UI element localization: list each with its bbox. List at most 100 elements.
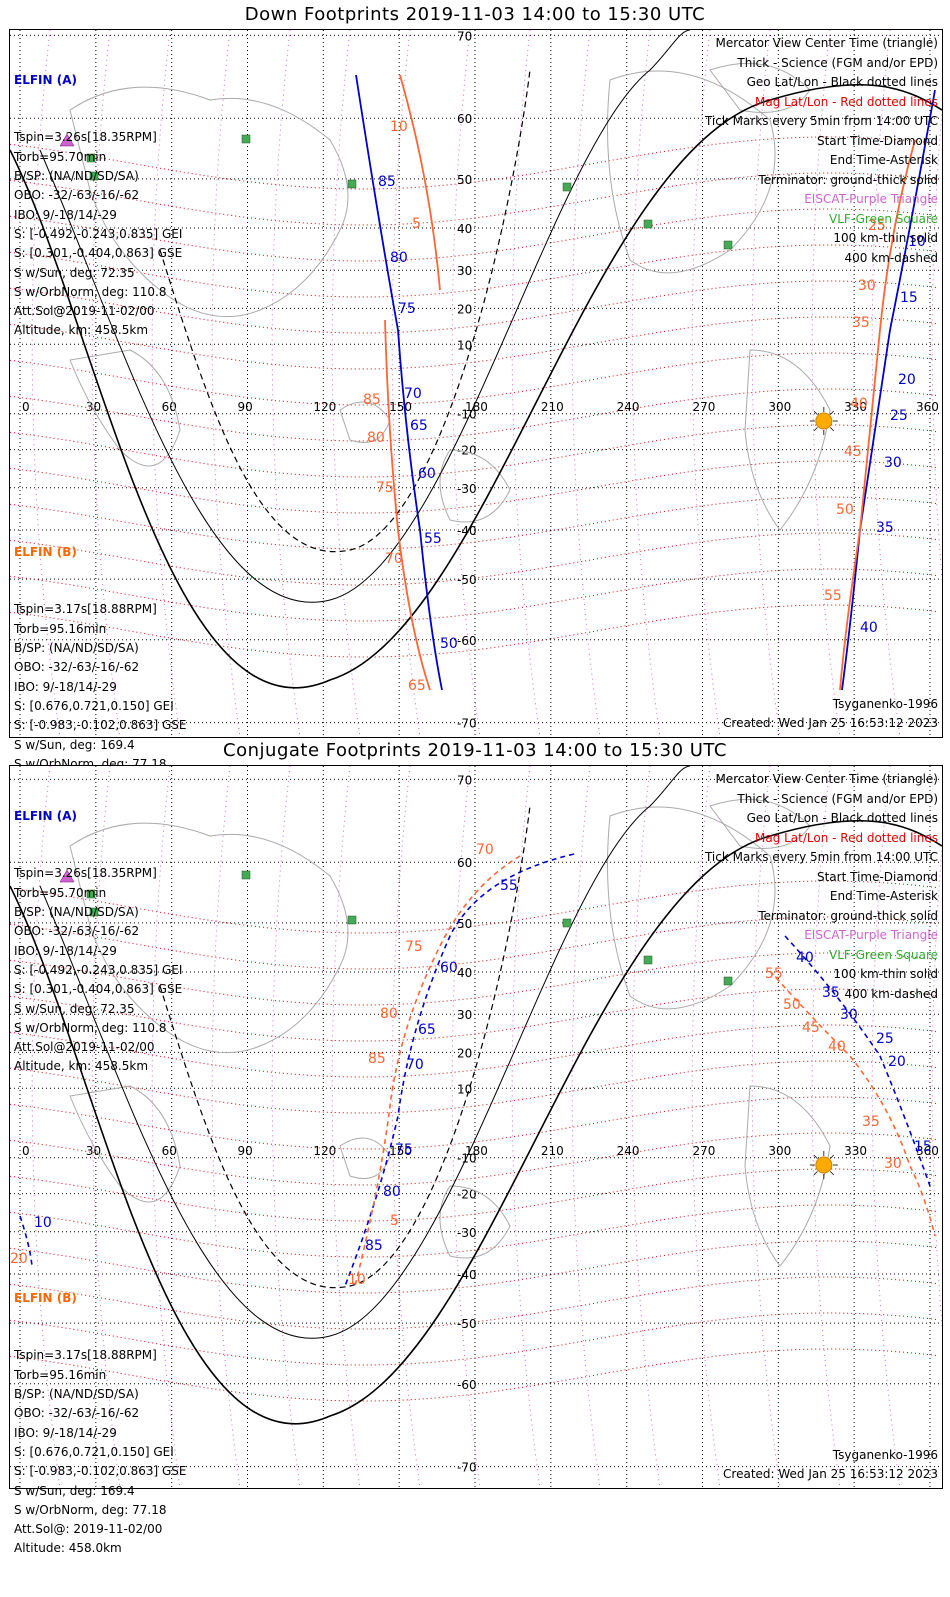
coastline-outline <box>744 349 831 531</box>
latitude-tick-label: 60 <box>457 112 472 126</box>
vlf-station-square <box>86 889 96 899</box>
vlf-station-square <box>643 955 653 965</box>
mag-meridian <box>391 766 421 1488</box>
track-time-label: 40 <box>860 620 878 636</box>
elfin-a-param-line: IBO: 9/-18/14/-29 <box>14 943 117 958</box>
track-time-label: 80 <box>390 250 408 266</box>
latitude-tick-label: 40 <box>457 966 472 980</box>
mag-meridian <box>691 766 721 1488</box>
coastline-outline <box>69 349 181 467</box>
elfin-a-param-line: S w/OrbNorm, deg: 110.8 <box>14 1020 167 1035</box>
mag-parallel <box>10 208 939 262</box>
latitude-tick-label: 20 <box>457 1046 472 1060</box>
track-time-label: 40 <box>828 1039 846 1055</box>
track-time-label: 85 <box>365 1238 383 1254</box>
legend-item: 400 km-dashed <box>844 250 938 265</box>
track-time-label: 55 <box>500 878 518 894</box>
legend-item: Start Time-Diamond <box>816 869 938 884</box>
legend-item: VLF-Green Square <box>829 211 938 226</box>
created-timestamp: Created: Wed Jan 25 16:53:12 2023 <box>723 1467 938 1481</box>
latitude-tick-label: 40 <box>457 222 472 236</box>
longitude-tick-label: 180 <box>465 400 488 414</box>
latitude-tick-label: 30 <box>457 1008 472 1022</box>
elfin-b-param-line: OBO: -32/-63/-16/-62 <box>14 1406 140 1421</box>
coastline-outline <box>339 1137 391 1179</box>
longitude-tick-label: 330 <box>844 400 867 414</box>
longitude-tick-label: 120 <box>313 1144 336 1158</box>
mag-meridian <box>91 766 121 1488</box>
coastline-outline <box>69 86 349 318</box>
eiscat-triangle <box>59 133 75 147</box>
terminator-100km <box>39 30 691 603</box>
latitude-tick-label: -10 <box>457 408 477 422</box>
panel-title-conjugate: Conjugate Footprints 2019-11-03 14:00 to… <box>223 740 727 761</box>
vlf-station-square <box>347 179 357 189</box>
mag-parallel <box>10 1312 939 1366</box>
eiscat-triangle <box>59 869 75 883</box>
elfin-b-param-line: Torb=95.16min <box>14 621 107 636</box>
coastline-outline <box>744 1085 831 1267</box>
mag-meridian <box>751 766 781 1488</box>
latitude-tick-label: 50 <box>457 173 472 187</box>
elfin-b-param-line: S: [0.676,0.721,0.150] GEI <box>14 698 174 713</box>
mag-parallel <box>10 1168 939 1222</box>
elfin-a-param-line: Att.Sol@2019-11-02/00 <box>14 1040 155 1055</box>
elfin-a-track-west: 85 80 75 70 65 60 55 50 <box>355 74 458 691</box>
elfin-a-label: ELFIN (A) <box>14 808 77 823</box>
track-time-label: 70 <box>476 842 494 858</box>
track-time-label: 55 <box>765 966 783 982</box>
track-time-label: 10 <box>348 1272 366 1288</box>
elfin-a-param-line: Altitude, km: 458.5km <box>14 323 149 338</box>
latitude-tick-label: -40 <box>457 524 477 538</box>
longitude-tick-label: 270 <box>693 400 716 414</box>
mag-parallel <box>10 244 939 298</box>
track-time-label: 15 <box>914 1139 932 1155</box>
longitude-tick-label: 300 <box>768 1144 791 1158</box>
coastline-outline <box>607 70 776 274</box>
mag-parallel <box>10 388 939 442</box>
legend-item: End Time-Asterisk <box>829 153 938 167</box>
terminator-400km <box>159 805 531 1289</box>
elfin-a-param-line: IBO: 9/-18/14/-29 <box>14 207 117 222</box>
mag-meridian <box>91 30 121 737</box>
terminator-400km <box>159 69 531 553</box>
legend-item: 100 km-thin solid <box>833 967 938 981</box>
elfin-b-param-line: S: [-0.983,-0.102,0.863] GSE <box>14 718 187 733</box>
sun-icon <box>809 1151 838 1179</box>
mag-parallel <box>10 532 939 586</box>
elfin-b-param-line: OBO: -32/-63/-16/-62 <box>14 660 140 675</box>
longitude-tick-label: 60 <box>162 1144 177 1158</box>
track-time-label: 35 <box>852 315 870 331</box>
mag-meridian <box>331 30 361 737</box>
elfin-a-param-line: B/SP: (NA/ND/SD/SA) <box>14 905 139 920</box>
elfin-b-param-line: Altitude: 458.0km <box>14 1541 122 1556</box>
elfin-a-param-line: Att.Sol@2019-11-02/00 <box>14 304 155 319</box>
mag-parallel <box>10 424 939 478</box>
vlf-station-square <box>241 870 251 880</box>
elfin-a-param-line: Altitude, km: 458.5km <box>14 1059 149 1074</box>
elfin-b-param-line: S w/Sun, deg: 169.4 <box>14 1483 135 1498</box>
vlf-station-square <box>89 171 99 181</box>
track-time-label: 80 <box>367 430 385 446</box>
elfin-a-track-west-line <box>344 853 575 1287</box>
mag-meridian <box>331 766 361 1488</box>
track-time-label: 45 <box>844 444 862 460</box>
track-time-label: 70 <box>406 1057 424 1073</box>
elfin-b-info-conjugate: ELFIN (B) Tspin=3.17s[18.88RPM] Torb=95.1… <box>14 1250 187 1597</box>
legend-item: Mag Lat/Lon - Red dotted lines <box>754 94 938 109</box>
mag-meridian <box>511 30 541 737</box>
legend-item: Mercator View Center Time (triangle) <box>715 36 938 50</box>
terminator <box>10 30 942 689</box>
mag-parallel <box>10 136 939 190</box>
legend-item: Thick - Science (FGM and/or EPD) <box>737 55 938 70</box>
mag-meridian <box>751 30 781 737</box>
track-time-label: 5 <box>390 1213 399 1229</box>
elfin-a-label: ELFIN (A) <box>14 72 77 87</box>
elfin-a-param-line: S w/Sun, deg: 72.35 <box>14 1001 135 1016</box>
legend-item: Tick Marks every 5min from 14:00 UTC <box>704 114 938 128</box>
track-time-label: 75 <box>398 301 416 317</box>
legend-item: Geo Lat/Lon - Black dotted lines <box>746 75 938 89</box>
track-time-label: 60 <box>440 960 458 976</box>
mag-parallel <box>10 316 939 370</box>
elfin-a-info-down: ELFIN (A) Tspin=3.26s[18.35RPM] Torb=95.7… <box>14 32 182 379</box>
